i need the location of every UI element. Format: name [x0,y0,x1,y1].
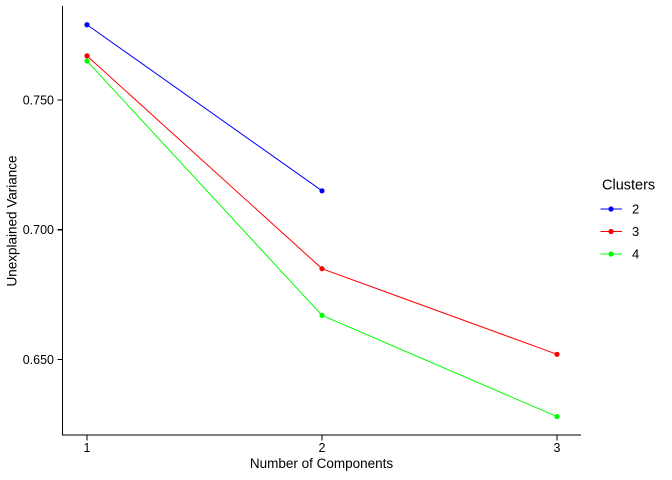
data-point-clusters-3 [84,53,90,59]
data-point-clusters-2 [84,22,90,28]
x-tick-label: 1 [84,441,91,455]
legend-label-4: 4 [632,247,639,262]
legend-title: Clusters [602,178,655,194]
x-tick-label: 2 [319,441,326,455]
series-line-clusters-2 [86,24,323,192]
y-axis-title: Unexplained Variance [5,155,20,286]
legend-key-point-4 [608,251,614,257]
data-point-clusters-3 [554,351,560,357]
data-point-clusters-2 [319,188,325,194]
y-tick-label: 0.700 [23,223,54,237]
y-tick-label: 0.650 [23,353,54,367]
data-point-clusters-4 [554,413,560,420]
legend-label-3: 3 [632,224,639,239]
x-tick-label: 3 [554,441,561,455]
data-point-clusters-3 [319,266,325,272]
series-line-clusters-3 [86,55,558,355]
legend-key-point-3 [608,228,614,235]
legend-label-2: 2 [632,202,639,217]
data-point-clusters-4 [319,312,325,318]
data-point-clusters-4 [84,58,90,64]
legend-key-point-2 [608,206,614,212]
y-tick-label: 0.750 [23,93,54,107]
series-line-clusters-4 [86,60,558,418]
x-axis-title: Number of Components [250,456,394,471]
